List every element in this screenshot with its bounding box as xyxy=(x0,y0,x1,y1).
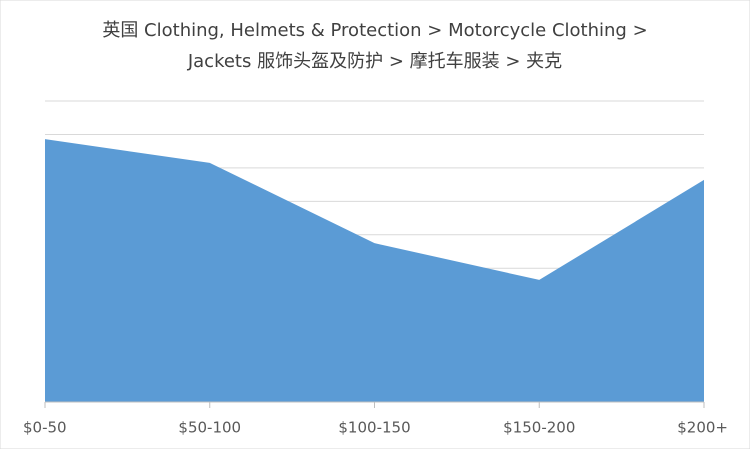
x-tick-label: $0-50 xyxy=(23,419,67,437)
chart-title: Jackets 服饰头盔及防护 > 摩托车服装 > 夹克 xyxy=(187,51,562,72)
x-tick-label: $150-200 xyxy=(503,419,575,437)
x-tick-label: $50-100 xyxy=(178,419,241,437)
area xyxy=(45,139,704,403)
x-tick-label: $100-150 xyxy=(338,419,410,437)
x-tick-label: $200+ xyxy=(677,419,728,437)
chart-title: 英国 Clothing, Helmets & Protection > Moto… xyxy=(102,20,647,41)
